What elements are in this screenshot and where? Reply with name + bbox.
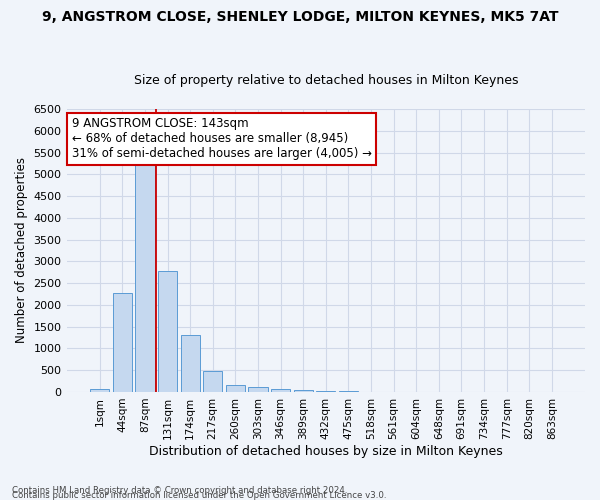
X-axis label: Distribution of detached houses by size in Milton Keynes: Distribution of detached houses by size …: [149, 444, 503, 458]
Bar: [203, 372, 223, 392]
Bar: [271, 389, 290, 392]
Bar: [90, 388, 109, 392]
Text: Contains public sector information licensed under the Open Government Licence v3: Contains public sector information licen…: [12, 491, 386, 500]
Bar: [316, 390, 335, 392]
Bar: [293, 390, 313, 392]
Bar: [158, 271, 177, 392]
Y-axis label: Number of detached properties: Number of detached properties: [15, 158, 28, 344]
Title: Size of property relative to detached houses in Milton Keynes: Size of property relative to detached ho…: [134, 74, 518, 87]
Bar: [226, 385, 245, 392]
Bar: [339, 391, 358, 392]
Bar: [248, 387, 268, 392]
Bar: [113, 293, 132, 392]
Bar: [181, 335, 200, 392]
Text: Contains HM Land Registry data © Crown copyright and database right 2024.: Contains HM Land Registry data © Crown c…: [12, 486, 347, 495]
Text: 9, ANGSTROM CLOSE, SHENLEY LODGE, MILTON KEYNES, MK5 7AT: 9, ANGSTROM CLOSE, SHENLEY LODGE, MILTON…: [42, 10, 558, 24]
Text: 9 ANGSTROM CLOSE: 143sqm
← 68% of detached houses are smaller (8,945)
31% of sem: 9 ANGSTROM CLOSE: 143sqm ← 68% of detach…: [72, 118, 372, 160]
Bar: [136, 156, 155, 392]
